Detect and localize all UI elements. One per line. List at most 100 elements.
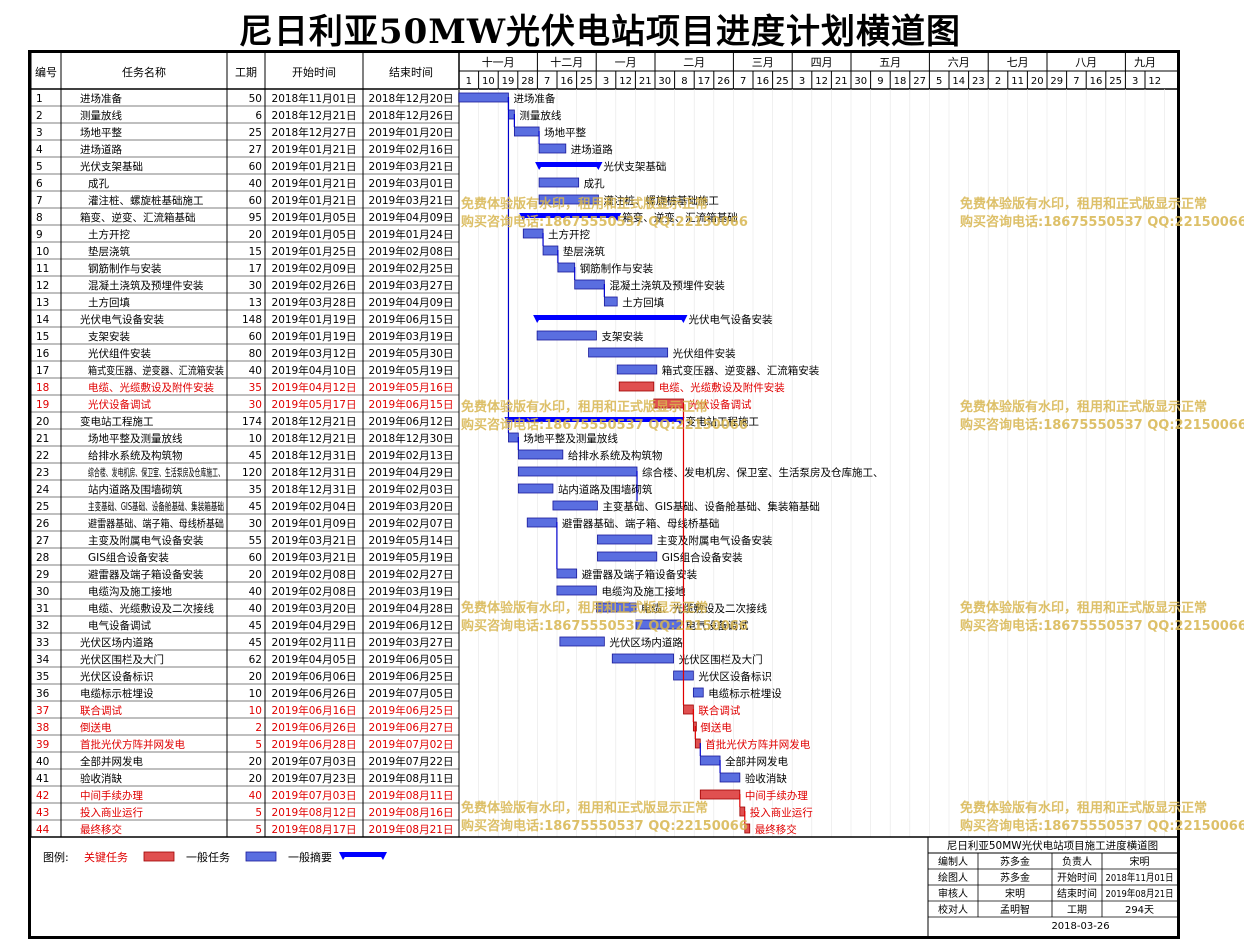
task-no: 40 [36, 756, 49, 768]
task-start: 2019年02月26日 [272, 279, 357, 292]
gantt-frame [28, 50, 1180, 939]
watermark: 免费体验版有水印，租用和正式版显示正常 购买咨询电话:18675550537 QQ… [461, 800, 748, 836]
bar-label: 光伏区设备标识 [698, 670, 772, 683]
task-no: 8 [36, 212, 43, 224]
day-tick-label: 7 [544, 76, 550, 87]
task-end: 2019年06月15日 [369, 398, 454, 411]
task-end: 2019年06月27日 [369, 721, 454, 734]
task-name: 投入商业运行 [80, 806, 143, 819]
summary-bar-end-marker [675, 417, 685, 425]
task-bar [596, 602, 637, 613]
task-end: 2019年04月09日 [369, 296, 454, 309]
info-cell: 孟明智 [1000, 903, 1030, 916]
task-start: 2019年06月16日 [272, 704, 357, 717]
day-tick-label: 17 [698, 76, 711, 87]
task-start: 2019年08月12日 [272, 806, 357, 819]
day-tick-label: 16 [1090, 76, 1103, 87]
task-duration: 20 [249, 671, 262, 683]
task-start: 2019年06月26日 [272, 721, 357, 734]
task-duration: 2 [255, 722, 262, 734]
task-no: 1 [36, 93, 43, 105]
bar-label: 场地平整及测量放线 [523, 432, 618, 445]
bar-label: 避雷器及端子箱设备安装 [582, 568, 698, 581]
bar-label: 光伏电气设备安装 [688, 313, 772, 326]
task-end: 2019年02月07日 [369, 517, 454, 530]
task-bar [635, 619, 681, 630]
day-tick-label: 30 [854, 76, 867, 87]
task-no: 19 [36, 399, 49, 411]
bar-label: 场地平整 [544, 126, 586, 139]
task-no: 3 [36, 127, 43, 139]
bar-label: 混凝土浇筑及预埋件安装 [609, 279, 725, 292]
task-name: 站内道路及围墙砌筑 [88, 483, 183, 496]
day-tick-label: 20 [1031, 76, 1044, 87]
task-no: 39 [36, 739, 49, 751]
task-start: 2019年01月21日 [272, 143, 357, 156]
bar-label: 支架安装 [601, 330, 643, 343]
day-tick-label: 16 [560, 76, 573, 87]
legend-summary-label: 一般摘要 [288, 850, 332, 864]
bar-label: 测量放线 [519, 109, 561, 122]
task-no: 42 [36, 790, 49, 802]
task-name: 光伏区设备标识 [80, 670, 154, 683]
day-tick-label: 19 [502, 76, 515, 87]
task-duration: 15 [249, 246, 262, 258]
bar-label: 倒送电 [700, 721, 732, 734]
watermark: 免费体验版有水印，租用和正式版显示正常 购买咨询电话:18675550537 QQ… [461, 196, 748, 232]
task-end: 2019年05月16日 [369, 381, 454, 394]
task-start: 2019年06月26日 [272, 687, 357, 700]
day-tick-label: 21 [639, 76, 652, 87]
task-start: 2019年01月25日 [272, 245, 357, 258]
info-cell: 开始时间 [1057, 871, 1097, 884]
watermark: 免费体验版有水印，租用和正式版显示正常 购买咨询电话:18675550537 QQ… [960, 800, 1244, 836]
task-name: 进场道路 [80, 143, 122, 156]
task-no: 36 [36, 688, 50, 700]
legend-normal-label: 一般任务 [186, 851, 230, 864]
task-bar [616, 364, 658, 375]
watermark: 免费体验版有水印，租用和正式版显示正常 购买咨询电话:18675550537 QQ… [960, 399, 1244, 435]
task-name: 光伏电气设备安装 [80, 313, 164, 326]
bar-label: 综合楼、发电机房、保卫室、生活泵房及仓库施工、 [642, 466, 884, 479]
bar-label: 光伏设备调试 [688, 398, 751, 411]
summary-bar-end-marker [678, 315, 688, 323]
task-end: 2019年03月20日 [369, 500, 454, 513]
day-tick-label: 12 [619, 76, 632, 87]
task-no: 24 [36, 484, 50, 496]
task-no: 9 [36, 229, 43, 241]
day-tick-label: 27 [913, 76, 926, 87]
task-start: 2019年07月03日 [272, 755, 357, 768]
task-no: 10 [36, 246, 49, 258]
task-end: 2019年02月08日 [369, 245, 454, 258]
bar-label: 电缆标示桩埋设 [708, 687, 782, 700]
task-duration: 20 [249, 569, 262, 581]
task-name: 成孔 [88, 177, 109, 190]
task-bar [699, 755, 721, 766]
task-name: 电缆沟及施工接地 [88, 585, 172, 598]
task-end: 2019年05月19日 [369, 551, 454, 564]
task-start: 2019年01月05日 [272, 228, 357, 241]
watermark-line2: 购买咨询电话:18675550537 QQ:22150066 [960, 418, 1244, 433]
task-bar [536, 330, 597, 341]
task-name: 场地平整 [80, 126, 122, 139]
info-cell: 2019年08月21日 [1106, 887, 1174, 900]
day-tick-label: 8 [681, 76, 687, 87]
task-duration: 174 [242, 416, 262, 428]
task-no: 38 [36, 722, 49, 734]
info-cell: 宋明 [1005, 887, 1025, 900]
task-bar [588, 347, 669, 358]
task-duration: 5 [255, 807, 262, 819]
task-end: 2019年03月01日 [369, 177, 454, 190]
task-bar [597, 534, 653, 545]
task-no: 4 [36, 144, 43, 156]
legend-critical-swatch [143, 851, 175, 862]
column-header: 开始时间 [292, 65, 336, 79]
watermark-line1: 免费体验版有水印，租用和正式版显示正常 [461, 801, 709, 816]
task-no: 43 [36, 807, 49, 819]
task-name: 验收消缺 [80, 772, 122, 785]
task-name: 避雷器基础、端子箱、母线桥基础 [88, 517, 224, 530]
bar-label: 主变基础、GIS基础、设备舱基础、集装箱基础 [602, 500, 819, 513]
task-start: 2019年02月08日 [272, 568, 357, 581]
watermark-line2: 购买咨询电话:18675550537 QQ:22150066 [461, 418, 748, 433]
day-tick-label: 21 [835, 76, 848, 87]
task-duration: 5 [255, 739, 262, 751]
